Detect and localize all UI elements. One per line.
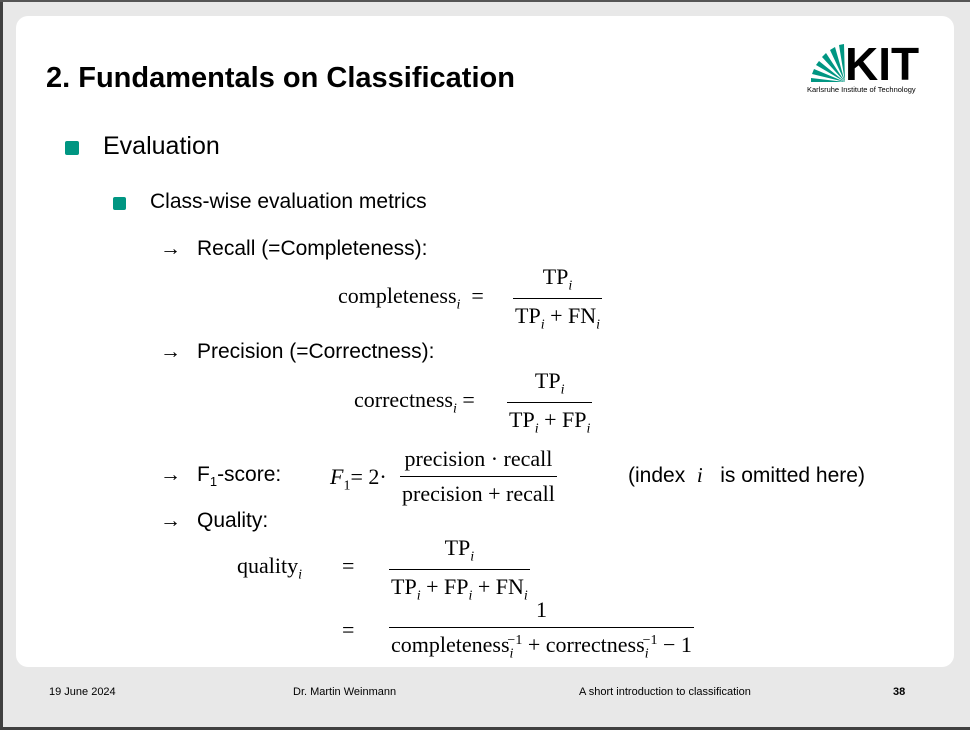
quality-fraction: TPi TPi + FPi + FNi — [389, 535, 530, 604]
correctness-lhs: correctnessi = — [354, 387, 475, 417]
f1-note: (index i is omitted here) — [628, 463, 865, 487]
window-edge-top — [0, 0, 970, 2]
completeness-fraction: TPi TPi + FNi — [513, 264, 602, 333]
quality-inverse-fraction: 1 completenessi−1 + correctnessi−1 − 1 — [389, 597, 694, 662]
window-edge-left — [0, 0, 3, 730]
footer-author: Dr. Martin Weinmann — [293, 686, 397, 698]
footer-page-number: 38 — [893, 686, 906, 698]
window-edge-bottom — [0, 727, 970, 730]
bullet-evaluation: Evaluation — [103, 132, 220, 160]
f1-lhs: F1= 2· — [330, 464, 387, 494]
recall-label: Recall (=Completeness): — [197, 237, 428, 260]
slide-canvas — [16, 16, 954, 667]
bullet-square-icon — [65, 141, 79, 155]
kit-logo: KIT Karlsruhe Institute of Technology — [807, 38, 929, 96]
completeness-lhs: completenessi = — [338, 283, 484, 313]
kit-logo-letters: KIT — [845, 38, 919, 84]
correctness-fraction: TPi TPi + FPi — [507, 368, 593, 437]
arrow-icon: → — [160, 509, 181, 532]
bullet-class-wise-metrics: Class-wise evaluation metrics — [150, 190, 427, 213]
arrow-icon: → — [160, 340, 181, 363]
footer-topic: A short introduction to classification — [579, 686, 751, 698]
quality-lhs: qualityi — [237, 553, 302, 583]
f1-fraction: precision · recall precision + recall — [400, 446, 557, 506]
f1-score-label: F1-score: — [197, 463, 282, 490]
arrow-icon: → — [160, 463, 181, 486]
kit-logo-mark-icon: KIT — [811, 38, 919, 90]
precision-label: Precision (=Correctness): — [197, 340, 435, 363]
quality-label: Quality: — [197, 509, 269, 532]
slide-title: 2. Fundamentals on Classification — [46, 62, 515, 94]
arrow-icon: → — [160, 237, 181, 260]
quality-equals-1: = — [342, 553, 355, 578]
bullet-square-icon — [113, 197, 126, 210]
footer-date: 19 June 2024 — [49, 686, 116, 698]
kit-logo-name: Karlsruhe Institute of Technology — [807, 85, 916, 94]
quality-equals-2: = — [342, 617, 355, 642]
